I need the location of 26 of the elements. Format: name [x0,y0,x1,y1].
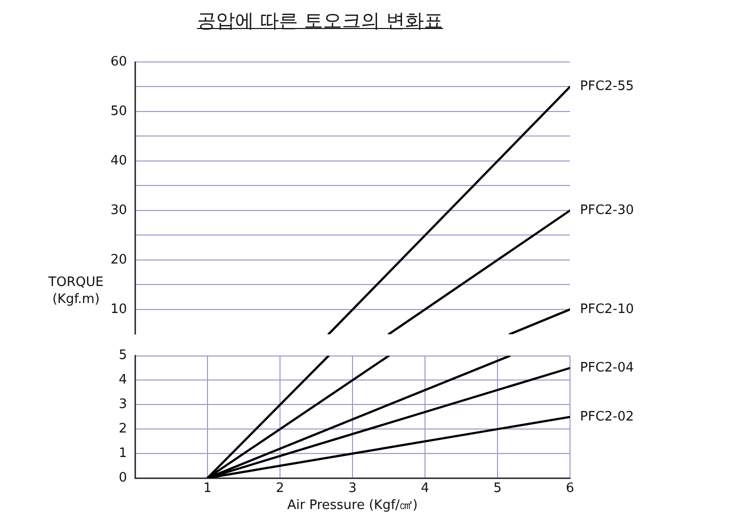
chart-title: 공압에 따른 토오크의 변화표 [196,9,444,34]
series-label: PFC2-10 [580,302,634,317]
series-label: PFC2-04 [580,360,634,376]
y-tick-label: 4 [118,372,127,388]
y-tick-label: 50 [110,104,127,119]
y-tick-label: 40 [110,153,127,168]
x-tick-label: 5 [493,481,502,496]
y-tick-label: 60 [110,54,127,70]
series-label: PFC2-55 [580,79,634,94]
x-tick-label: 2 [276,481,284,496]
x-axis-title: Air Pressure (Kgf/㎠) [286,497,419,514]
y-tick-label: 2 [118,421,127,436]
x-tick-label: 6 [566,481,574,496]
series-label: PFC2-02 [580,409,634,424]
y-tick-label: 3 [118,397,127,412]
x-tick-label: 1 [203,481,212,496]
y-axis-title: TORQUE (Kgf.m) [48,275,104,307]
y-tick-label: 1 [118,446,127,461]
y-tick-label: 30 [110,202,127,218]
y-tick-label: 0 [118,470,127,486]
x-tick-label: 4 [420,481,430,496]
y-tick-label: 10 [110,302,127,317]
y-tick-label: 20 [110,252,127,268]
x-tick-label: 3 [348,481,357,496]
series-label: PFC2-30 [580,202,634,218]
y-tick-label: 5 [118,348,127,364]
